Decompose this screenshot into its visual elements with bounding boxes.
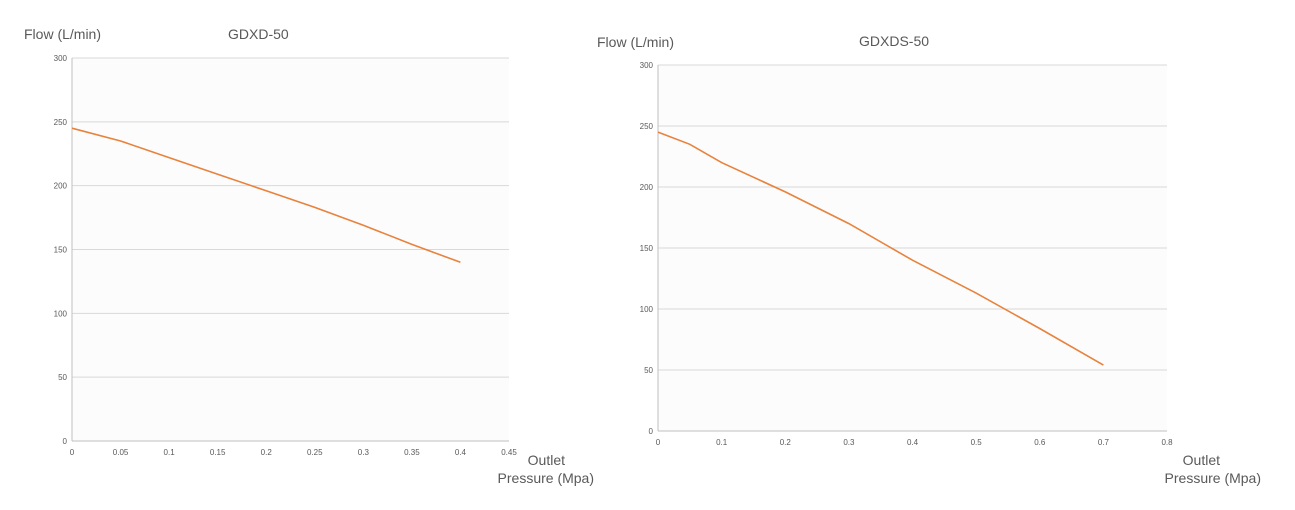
series-line xyxy=(71,127,461,264)
y-tick-label: 200 xyxy=(640,183,654,192)
x-axis-label-line2: Pressure (Mpa) xyxy=(1164,470,1261,486)
y-tick-label: 250 xyxy=(640,122,654,131)
x-tick-label: 0 xyxy=(70,448,75,457)
chart-gdxd-50: Flow (L/min) GDXD-50 0 50 100 150 200 250 300 0… xyxy=(0,0,620,510)
y-tick-label: 150 xyxy=(640,244,654,253)
x-tick-label: 0.8 xyxy=(1161,438,1173,447)
x-tick-label: 0.4 xyxy=(455,448,467,457)
y-axis-label: Flow (L/min) xyxy=(24,26,102,42)
x-tick-label: 0.1 xyxy=(716,438,728,447)
chart-gdxds-50: Flow (L/min) GDXDS-50 0 50 100 150 200 250 300… xyxy=(585,0,1285,510)
y-axis-label: Flow (L/min) xyxy=(597,34,675,50)
y-tick-label: 50 xyxy=(58,373,67,382)
x-tick-label: 0.2 xyxy=(261,448,273,457)
plot-area: 0 50 100 150 200 250 300 0 0.1 0.2 0.3 0.4 0.5 0.6 0.7… xyxy=(640,61,1173,447)
y-tick-label: 300 xyxy=(640,61,654,70)
y-tick-label: 100 xyxy=(54,309,68,318)
x-tick-label: 0.1 xyxy=(164,448,176,457)
y-tick-label: 0 xyxy=(63,437,68,446)
y-tick-label: 100 xyxy=(640,305,654,314)
x-tick-label: 0.25 xyxy=(307,448,323,457)
y-tick-label: 50 xyxy=(644,366,653,375)
x-axis-label-line1: Outlet xyxy=(527,452,565,468)
y-tick-label: 200 xyxy=(54,182,68,191)
x-axis-label-line1: Outlet xyxy=(1182,452,1220,468)
chart-title: GDXDS-50 xyxy=(859,33,930,49)
x-tick-label: 0.6 xyxy=(1034,438,1046,447)
x-tick-label: 0.7 xyxy=(1098,438,1110,447)
x-tick-label: 0.2 xyxy=(780,438,792,447)
x-axis-label-line2: Pressure (Mpa) xyxy=(497,470,594,486)
x-tick-label: 0.3 xyxy=(358,448,370,457)
plot-area: 0 50 100 150 200 250 300 0 0.05 0.1 0.15 0.2 0.25 0.3… xyxy=(54,54,518,457)
x-tick-label: 0.3 xyxy=(843,438,855,447)
y-tick-label: 150 xyxy=(54,246,68,255)
y-tick-label: 300 xyxy=(54,54,68,63)
x-tick-label: 0.5 xyxy=(971,438,983,447)
x-tick-label: 0.35 xyxy=(404,448,420,457)
x-tick-label: 0.45 xyxy=(501,448,517,457)
x-tick-label: 0 xyxy=(656,438,661,447)
chart-title: GDXD-50 xyxy=(228,26,289,42)
y-tick-label: 0 xyxy=(649,427,654,436)
x-tick-label: 0.4 xyxy=(907,438,919,447)
series-line xyxy=(657,131,1104,366)
x-tick-label: 0.05 xyxy=(113,448,129,457)
y-tick-label: 250 xyxy=(54,118,68,127)
x-tick-label: 0.15 xyxy=(210,448,226,457)
